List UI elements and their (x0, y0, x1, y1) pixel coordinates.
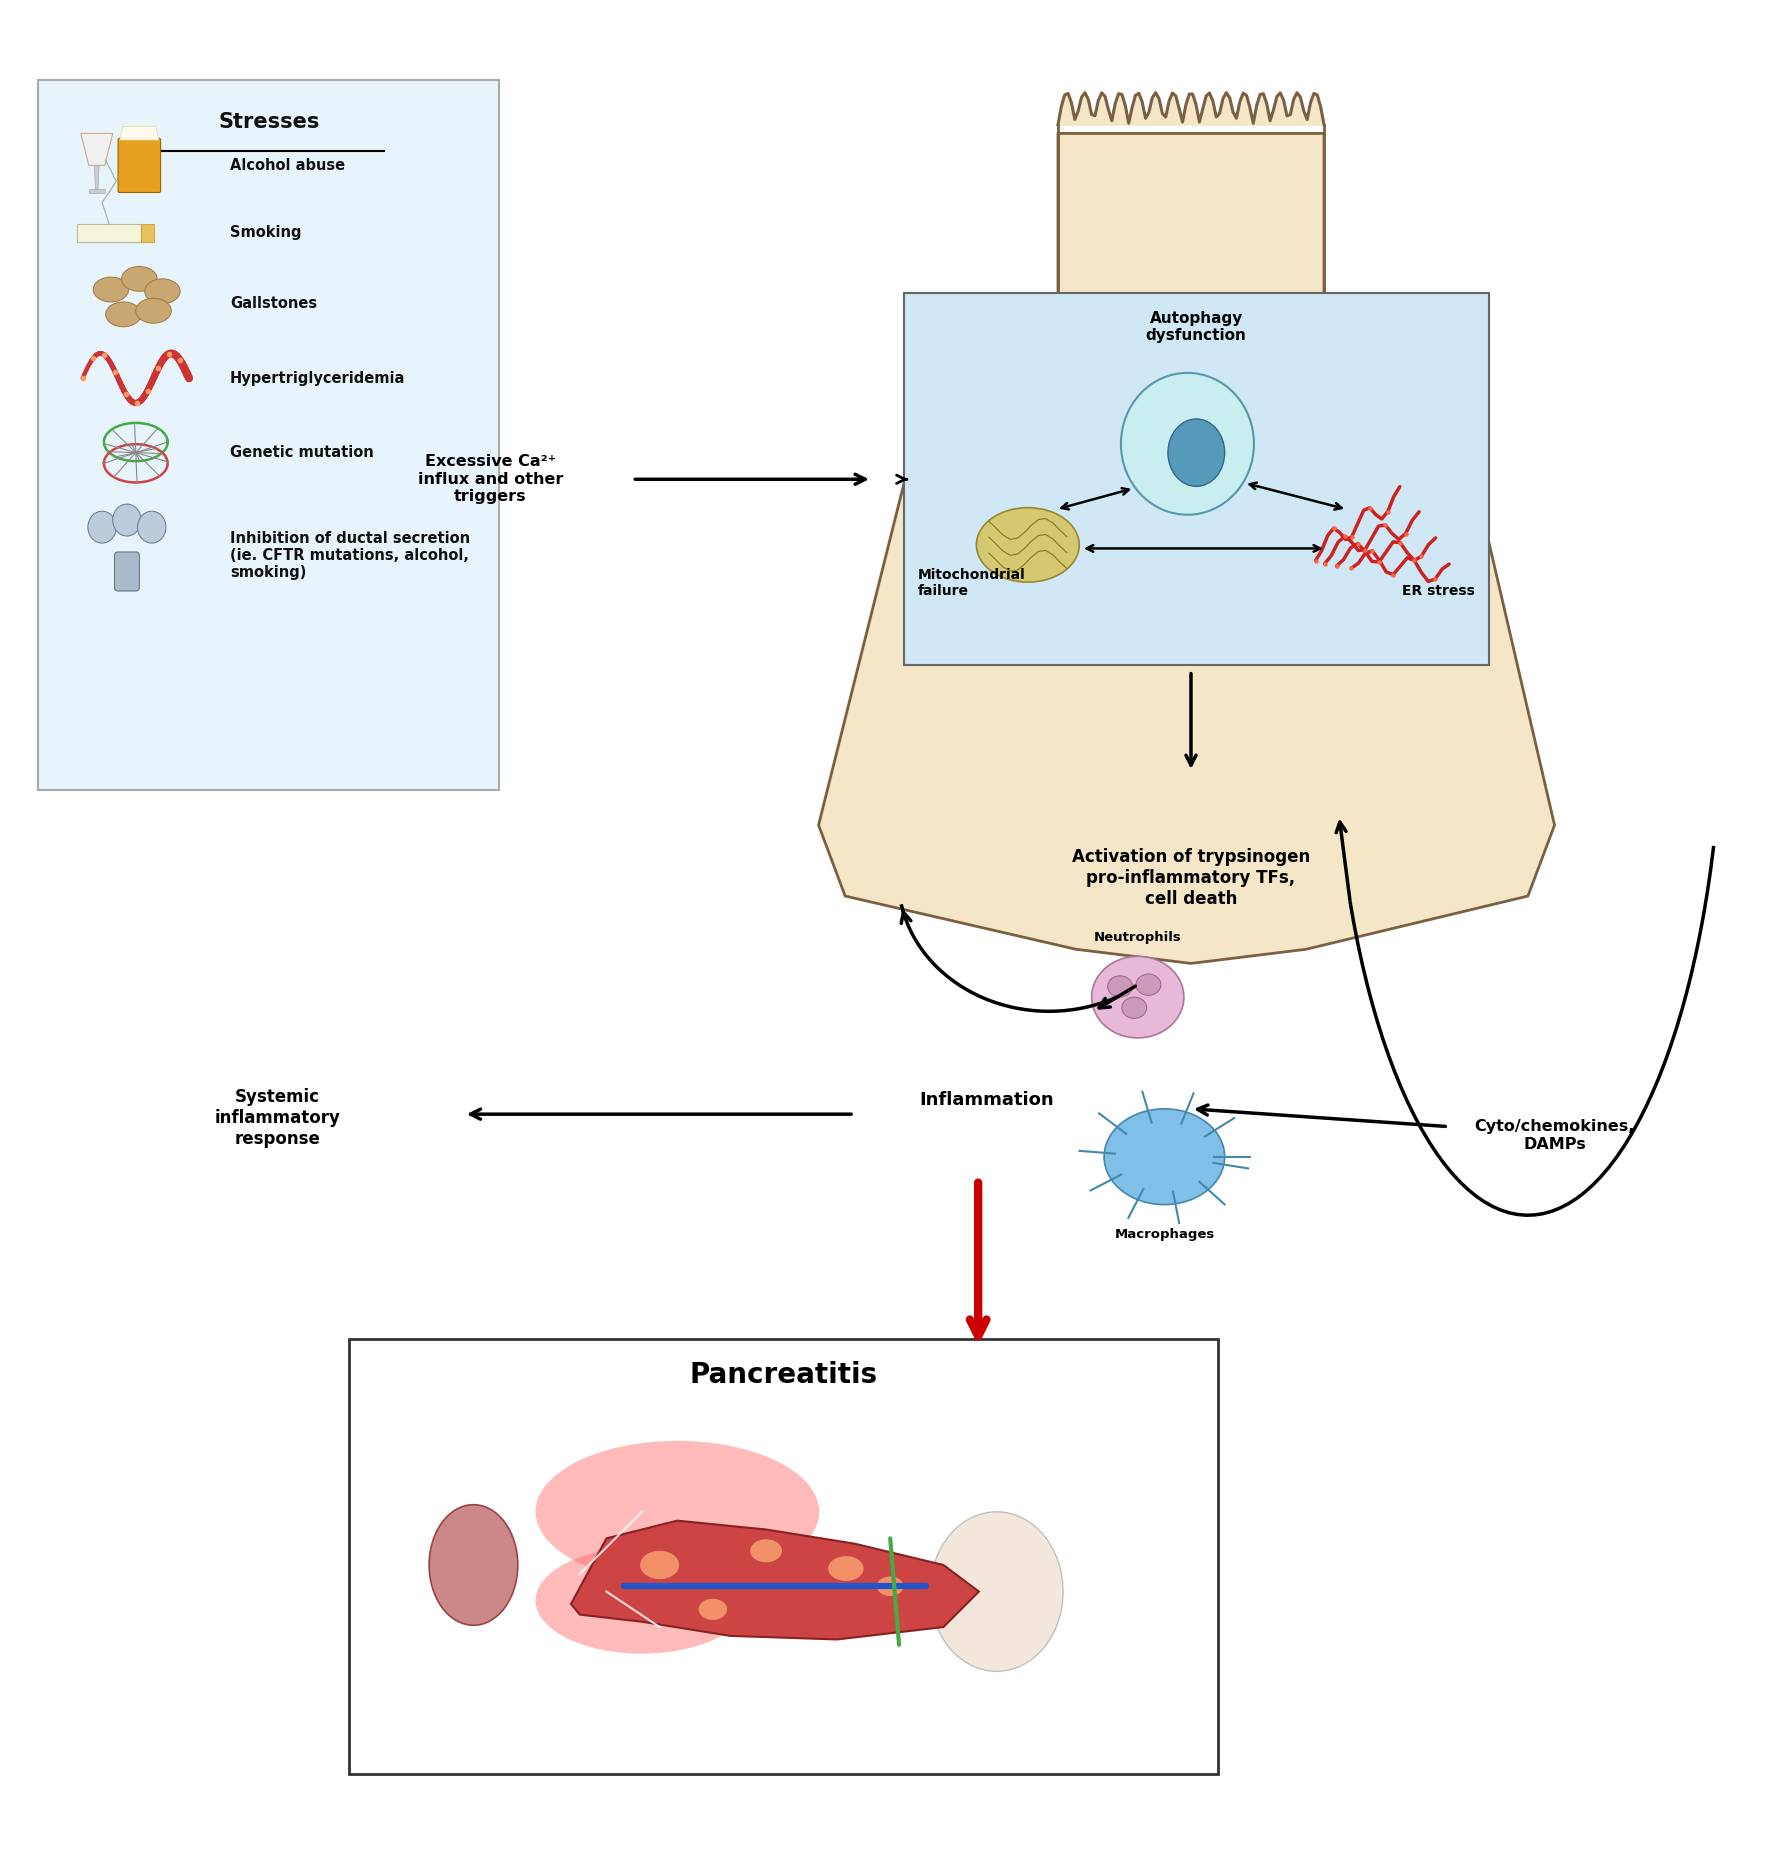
Ellipse shape (135, 298, 171, 322)
FancyBboxPatch shape (349, 1339, 1217, 1774)
Text: Autophagy
dysfunction: Autophagy dysfunction (1146, 311, 1247, 343)
Ellipse shape (751, 1539, 783, 1563)
Ellipse shape (1123, 997, 1147, 1019)
Ellipse shape (1121, 373, 1254, 514)
FancyBboxPatch shape (141, 224, 153, 242)
Polygon shape (818, 134, 1555, 963)
Ellipse shape (535, 1548, 749, 1654)
Text: Neutrophils: Neutrophils (1094, 932, 1181, 945)
Ellipse shape (144, 279, 180, 304)
Ellipse shape (137, 510, 165, 544)
Text: Hypertriglyceridemia: Hypertriglyceridemia (229, 371, 406, 386)
Text: Activation of trypsinogen
pro-inflammatory TFs,
cell death: Activation of trypsinogen pro-inflammato… (1073, 848, 1309, 907)
Text: Mitochondrial
failure: Mitochondrial failure (918, 568, 1026, 598)
Ellipse shape (977, 507, 1080, 581)
Ellipse shape (1108, 976, 1133, 997)
FancyBboxPatch shape (37, 80, 500, 790)
FancyBboxPatch shape (117, 138, 160, 192)
Ellipse shape (93, 278, 128, 302)
Text: Stresses: Stresses (219, 112, 320, 132)
Text: Systemic
inflammatory
response: Systemic inflammatory response (215, 1088, 340, 1148)
Text: Pancreatitis: Pancreatitis (688, 1360, 877, 1388)
FancyBboxPatch shape (114, 551, 139, 591)
Ellipse shape (1105, 1108, 1224, 1205)
Ellipse shape (535, 1440, 820, 1584)
Polygon shape (119, 127, 158, 140)
Ellipse shape (930, 1511, 1064, 1671)
Polygon shape (89, 190, 105, 192)
Ellipse shape (429, 1505, 518, 1625)
Text: Gallstones: Gallstones (229, 296, 317, 311)
Ellipse shape (877, 1576, 904, 1597)
Text: Genetic mutation: Genetic mutation (229, 445, 374, 460)
Text: Inflammation: Inflammation (920, 1092, 1055, 1108)
Text: Excessive Ca²⁺
influx and other
triggers: Excessive Ca²⁺ influx and other triggers (418, 455, 564, 505)
Ellipse shape (87, 510, 116, 544)
Ellipse shape (699, 1598, 728, 1621)
Text: ER stress: ER stress (1402, 585, 1475, 598)
Text: Cyto/chemokines,
DAMPs: Cyto/chemokines, DAMPs (1475, 1120, 1635, 1151)
Polygon shape (80, 134, 112, 166)
FancyBboxPatch shape (904, 292, 1489, 665)
Ellipse shape (1169, 419, 1224, 486)
Ellipse shape (121, 266, 157, 291)
Polygon shape (94, 166, 100, 190)
Polygon shape (571, 1520, 978, 1639)
Text: Alcohol abuse: Alcohol abuse (229, 158, 345, 173)
Text: Inhibition of ductal secretion
(ie. CFTR mutations, alcohol,
smoking): Inhibition of ductal secretion (ie. CFTR… (229, 531, 470, 581)
Ellipse shape (640, 1550, 680, 1580)
Text: Smoking: Smoking (229, 225, 301, 240)
Ellipse shape (1137, 974, 1162, 995)
Text: Macrophages: Macrophages (1114, 1228, 1215, 1241)
Ellipse shape (105, 302, 141, 326)
Ellipse shape (1092, 956, 1183, 1038)
FancyBboxPatch shape (76, 224, 141, 242)
Ellipse shape (112, 505, 141, 537)
Ellipse shape (829, 1556, 863, 1582)
